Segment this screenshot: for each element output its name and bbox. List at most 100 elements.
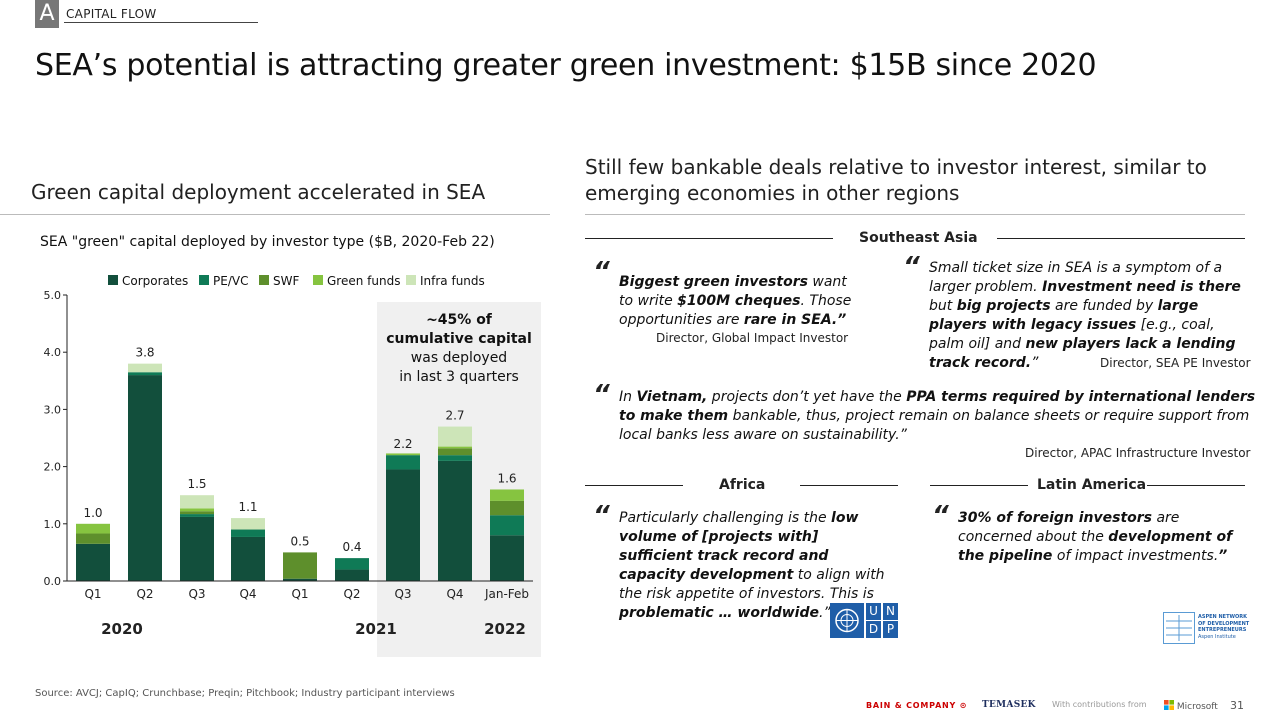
source-note: Source: AVCJ; CapIQ; Crunchbase; Preqin;… xyxy=(35,688,455,699)
x-tick-label: Q1 xyxy=(84,587,101,601)
bar-segment xyxy=(180,514,214,517)
undp-logo: U N D P xyxy=(830,603,898,638)
quote-mark-icon: “ xyxy=(903,252,920,282)
quote-vietnam: In Vietnam, projects don’t yet have the … xyxy=(619,389,1256,443)
quote-mark-icon: “ xyxy=(593,257,610,287)
bar-segment xyxy=(128,375,162,581)
quote-attribution: Director, SEA PE Investor xyxy=(1100,356,1251,370)
chart-legend: Corporates PE/VC SWF Green funds Infra funds xyxy=(108,274,485,288)
bar-segment xyxy=(490,489,524,501)
quote-attribution: Director, APAC Infrastructure Investor xyxy=(1025,446,1251,460)
bar-segment xyxy=(180,495,214,509)
undp-letter: N xyxy=(883,603,898,620)
bar-segment xyxy=(438,455,472,461)
bar-segment xyxy=(490,535,524,581)
bar-segment xyxy=(180,516,214,581)
undp-letter: D xyxy=(866,621,881,638)
x-tick-label: Q2 xyxy=(343,587,360,601)
chart-title: SEA "green" capital deployed by investor… xyxy=(40,234,495,250)
bar-segment xyxy=(335,569,369,581)
bar-segment xyxy=(128,363,162,373)
legend-swatch xyxy=(259,275,269,285)
right-divider xyxy=(585,214,1245,215)
section-label: CAPITAL FLOW xyxy=(66,7,157,21)
bar-segment xyxy=(438,448,472,456)
year-label: 2020 xyxy=(101,620,143,638)
bar-total-label: 1.1 xyxy=(238,500,257,514)
year-label: 2021 xyxy=(355,620,397,638)
bar-total-label: 3.8 xyxy=(135,346,154,360)
undp-letter: P xyxy=(883,621,898,638)
un-emblem-icon xyxy=(830,603,864,638)
quote-attribution: Director, Global Impact Investor xyxy=(656,331,849,345)
bar-segment xyxy=(283,552,317,579)
legend-label: PE/VC xyxy=(213,274,248,288)
bar-total-label: 1.0 xyxy=(83,506,102,520)
quote-biggest-investors: Biggest green investors want to write $1… xyxy=(619,274,852,328)
microsoft-squares-icon xyxy=(1164,700,1174,710)
legend-label: Corporates xyxy=(122,274,188,288)
annotation-line: cumulative capital xyxy=(386,331,532,347)
right-panel-heading: Still few bankable deals relative to inv… xyxy=(585,155,1207,205)
latam-rule-left xyxy=(930,485,1028,486)
quote-mark-icon: “ xyxy=(932,501,949,531)
y-tick-label: 1.0 xyxy=(44,518,62,531)
temasek-logo: TEMASEK xyxy=(982,700,1036,710)
region-africa: Africa xyxy=(719,477,766,493)
africa-rule-right xyxy=(800,485,898,486)
y-tick-label: 4.0 xyxy=(44,346,62,359)
ande-line: ASPEN NETWORK xyxy=(1198,614,1247,620)
bar-segment xyxy=(386,455,420,470)
annotation-line: ~45% of xyxy=(426,312,493,328)
year-label: 2022 xyxy=(484,620,526,638)
bar-total-label: 0.5 xyxy=(290,534,309,548)
quote-africa: Particularly challenging is the low volu… xyxy=(619,510,885,621)
bar-segment xyxy=(438,446,472,449)
bar-total-label: 1.6 xyxy=(497,471,516,485)
bar-segment xyxy=(386,453,420,456)
bar-segment xyxy=(231,529,265,537)
bar-total-label: 2.2 xyxy=(393,437,412,451)
legend-label: Green funds xyxy=(327,274,400,288)
bar-segment xyxy=(76,523,110,534)
bar-segment xyxy=(490,500,524,516)
annotation-line: was deployed xyxy=(411,350,507,366)
ande-line: Aspen Institute xyxy=(1198,633,1236,640)
quote-mark-icon: “ xyxy=(593,380,610,410)
y-tick-label: 5.0 xyxy=(44,289,62,302)
y-tick-label: 2.0 xyxy=(44,461,62,474)
x-tick-label: Q2 xyxy=(136,587,153,601)
bar-total-label: 0.4 xyxy=(342,540,361,554)
bars: 1.0 3.8 1.5 1.1 0.5 0.4 2.2 2.7 1.6 xyxy=(76,346,524,581)
legend-swatch xyxy=(108,275,118,285)
sea-rule-left xyxy=(585,238,833,239)
region-latin-america: Latin America xyxy=(1037,477,1147,493)
page-number: 31 xyxy=(1230,699,1244,712)
ande-line: OF DEVELOPMENT xyxy=(1198,620,1250,627)
x-tick-label: Q1 xyxy=(291,587,308,601)
ande-logo: ASPEN NETWORK OF DEVELOPMENT ENTREPRENEU… xyxy=(1163,612,1250,644)
y-axis: 0.0 1.0 2.0 3.0 4.0 5.0 xyxy=(44,289,68,588)
undp-letters: U N D P xyxy=(866,603,898,638)
bar-segment xyxy=(386,469,420,581)
bar-segment xyxy=(490,515,524,536)
microsoft-logo: Microsoft xyxy=(1164,700,1218,712)
x-axis: Q1 Q2 Q3 Q4 Q1 Q2 Q3 Q4 Jan-Feb 2020 2021 2022 xyxy=(67,580,533,638)
legend-swatch xyxy=(313,275,323,285)
bar-total-label: 1.5 xyxy=(187,477,206,491)
bar-segment xyxy=(180,508,214,512)
y-tick-label: 3.0 xyxy=(44,403,62,416)
bar-total-label: 2.7 xyxy=(445,409,464,423)
legend-label: Infra funds xyxy=(420,274,485,288)
contributions-note: With contributions from xyxy=(1052,700,1147,709)
annotation-line: in last 3 quarters xyxy=(399,369,519,385)
legend-swatch xyxy=(406,275,416,285)
left-panel-heading: Green capital deployment accelerated in … xyxy=(31,180,486,204)
bar-segment xyxy=(180,511,214,515)
africa-rule-left xyxy=(585,485,683,486)
quote-mark-icon: “ xyxy=(593,501,610,531)
undp-letter: U xyxy=(866,603,881,620)
bar-segment xyxy=(231,536,265,581)
section-letter: A xyxy=(35,0,59,28)
x-tick-label: Q3 xyxy=(188,587,205,601)
